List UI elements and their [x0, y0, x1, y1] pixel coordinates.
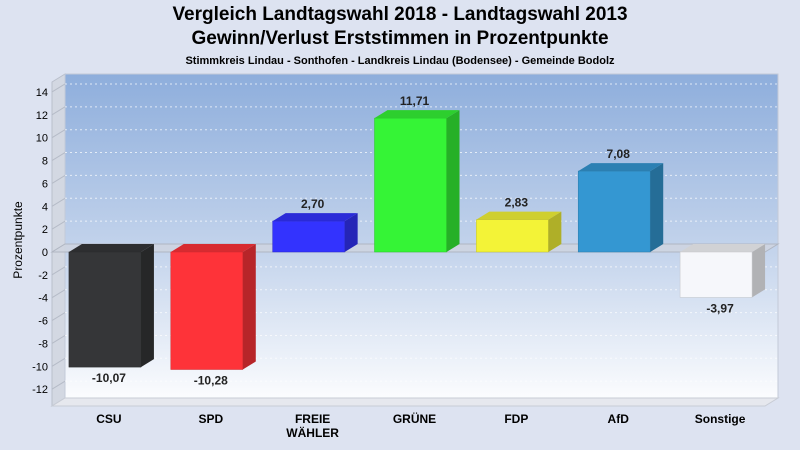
bar-front: [170, 251, 244, 370]
grid-line-side: [51, 129, 66, 139]
bar-freie-wähler: [272, 213, 358, 253]
grid-line-side: [51, 83, 66, 93]
y-tick-label: 0: [42, 247, 48, 259]
bar-afd: [577, 163, 664, 253]
y-tick-label: 6: [42, 178, 48, 190]
x-tick-label: FDP: [504, 412, 528, 426]
x-tick-label: Sonstige: [695, 412, 746, 426]
grid-line-side: [51, 380, 66, 390]
data-label: 11,71: [400, 94, 430, 108]
y-tick-label: 8: [42, 156, 48, 168]
y-tick-label: 14: [36, 87, 48, 99]
chart-subtitle: Gewinn/Verlust Erststimmen in Prozentpun…: [191, 28, 609, 49]
y-tick-label: -6: [38, 316, 48, 328]
bar-side: [752, 244, 766, 298]
bar-csu: [68, 244, 154, 368]
y-tick-label: 12: [36, 110, 48, 122]
bar-front: [68, 251, 142, 368]
x-tick-label: WÄHLER: [286, 425, 339, 440]
bar-spd: [170, 244, 256, 370]
grid-line-side: [51, 312, 66, 322]
y-axis: 14 12 10 8 6 4 2 0 -2 -4 -6 -8 -10 -12: [32, 87, 48, 396]
data-label: 2,70: [301, 197, 325, 211]
bar-sonstige: [679, 244, 766, 298]
bar-front: [272, 220, 345, 253]
bar-front: [679, 251, 753, 298]
grid-line-side: [51, 266, 66, 276]
grid-line-side: [51, 152, 66, 161]
bar-top: [578, 163, 664, 172]
bar-side: [650, 163, 664, 252]
bar-top: [680, 244, 766, 252]
grid-line-side: [51, 106, 66, 116]
bar-top: [374, 110, 460, 119]
y-tick-label: -2: [38, 270, 48, 282]
data-label: -3,97: [706, 301, 734, 315]
y-tick-label: 2: [42, 224, 48, 236]
bar-fdp: [476, 211, 562, 253]
bar-top: [170, 244, 256, 252]
grid-line-side: [51, 289, 66, 299]
y-axis-label: Prozentpunkte: [11, 201, 25, 279]
chart-title: Vergleich Landtagswahl 2018 - Landtagswa…: [172, 4, 628, 25]
data-label: 7,08: [607, 147, 631, 161]
y-tick-label: -8: [38, 338, 48, 350]
y-tick-label: 4: [42, 201, 48, 213]
plot-floor: [50, 397, 780, 407]
x-tick-label: AfD: [608, 412, 630, 426]
x-tick-label: FREIE: [295, 412, 330, 426]
y-tick-label: -12: [32, 384, 48, 396]
bar-front: [374, 117, 447, 253]
grid-line-side: [51, 197, 66, 207]
bar-grüne: [374, 110, 460, 253]
data-label: -10,28: [194, 374, 228, 388]
grid-line-side: [51, 335, 66, 344]
bar-top: [476, 211, 562, 220]
chart-region: Stimmkreis Lindau - Sonthofen - Landkrei…: [185, 55, 615, 67]
bar-side: [140, 244, 154, 368]
bar-front: [577, 170, 651, 253]
bar-front: [476, 219, 549, 253]
bar-side: [242, 244, 256, 370]
x-tick-label: GRÜNE: [393, 411, 436, 426]
grid-line-side: [51, 357, 66, 367]
x-tick-label: SPD: [198, 412, 223, 426]
bar-side: [548, 211, 562, 252]
x-tick-label: CSU: [96, 412, 121, 426]
y-tick-label: -10: [32, 361, 48, 373]
y-tick-label: -4: [38, 293, 48, 305]
data-label: 2,83: [505, 196, 529, 210]
bars: [68, 110, 766, 370]
bar-side: [344, 213, 358, 252]
value-labels: -10,07 -10,28 2,70 11,71 2,83 7,08 -3,97: [92, 94, 734, 387]
bar-top: [68, 244, 154, 252]
y-tick-label: 10: [36, 133, 48, 145]
grid-line-side: [51, 174, 66, 184]
data-label: -10,07: [92, 371, 126, 385]
plot-side-wall: [51, 73, 66, 407]
bar-side: [446, 110, 460, 253]
grid-line-side: [51, 220, 66, 230]
bar-top: [272, 213, 358, 222]
